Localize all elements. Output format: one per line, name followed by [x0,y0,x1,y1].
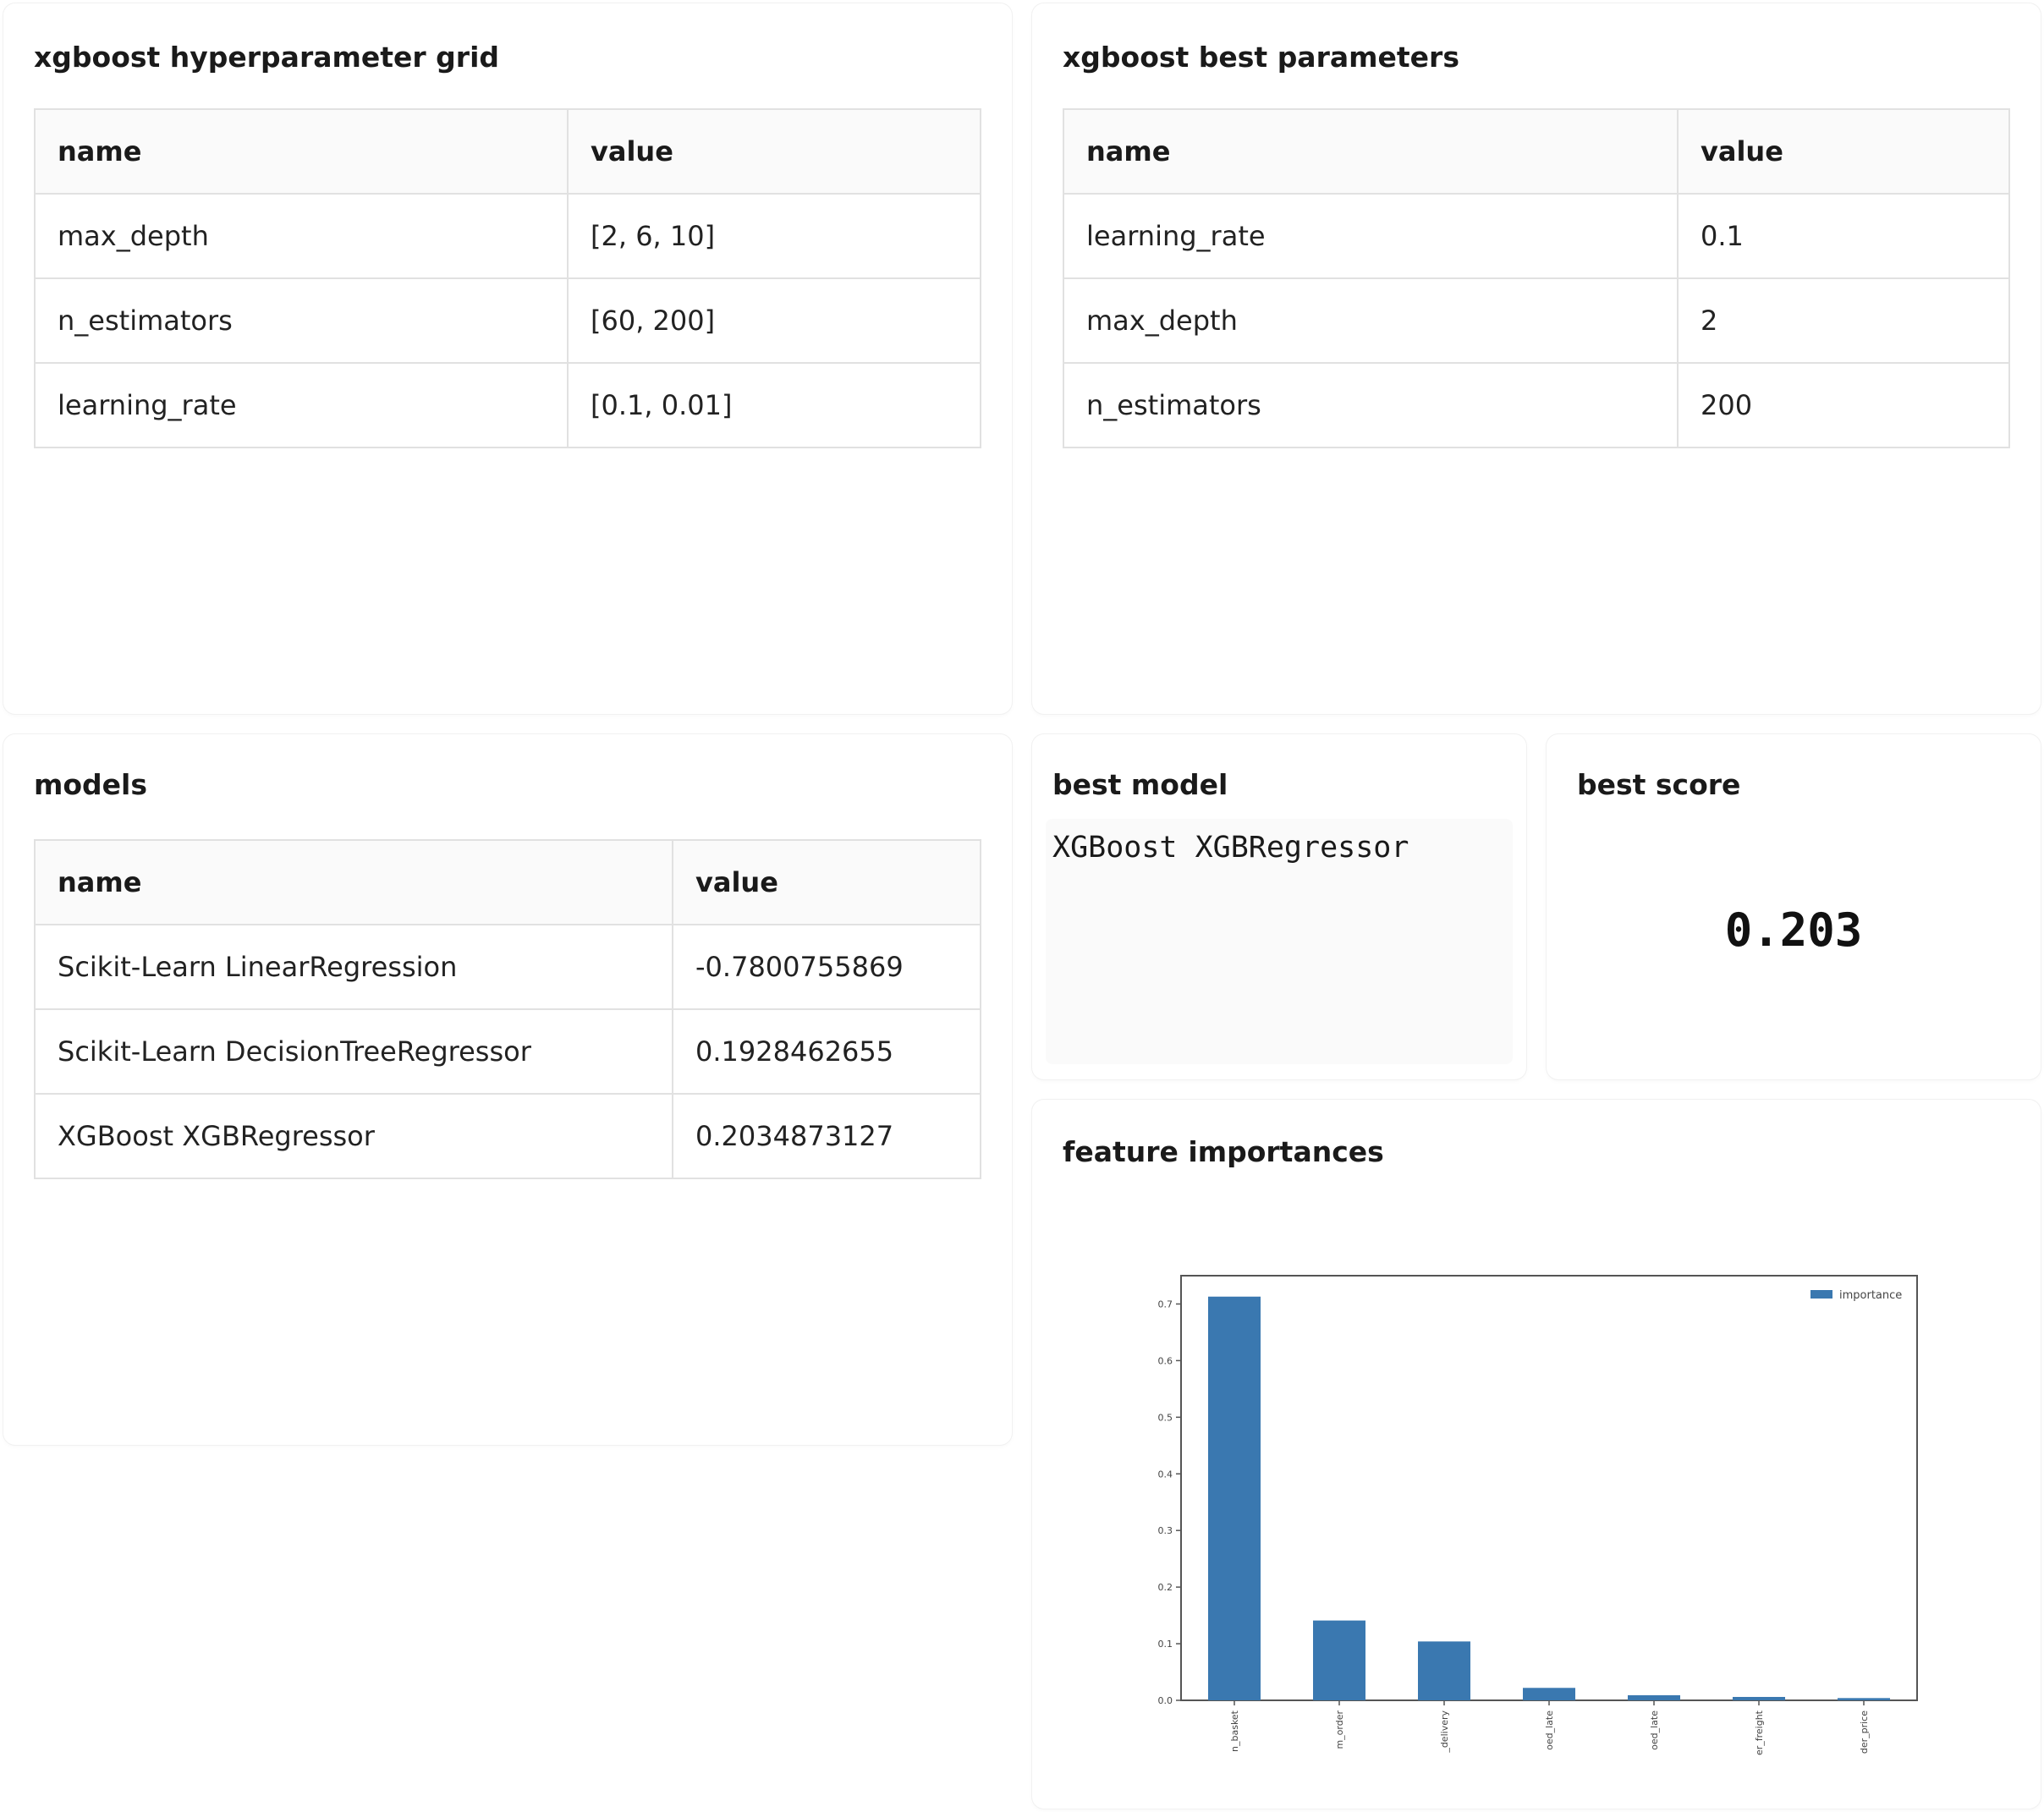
param-value-cell: [60, 200] [567,277,981,364]
table-row: max_depth 2 [1063,277,2010,364]
best-parameters-card: xgboost best parameters name value learn… [1032,3,2041,714]
table-row: learning_rate 0.1 [1063,193,2010,279]
y-axis: 0.0 0.1 0.2 0.3 0.4 0.5 0.6 0.7 [1158,1299,1181,1706]
param-value-cell: 0.1 [1677,193,2010,279]
models-table: name value Scikit-Learn LinearRegression… [34,839,981,1179]
table-row: Scikit-Learn DecisionTreeRegressor 0.192… [34,1008,981,1095]
bar-der_price [1838,1698,1890,1700]
plot-area-frame [1180,1275,1918,1701]
model-score-cell: -0.7800755869 [672,924,981,1010]
bar-n_basket [1208,1296,1261,1700]
table-row: n_estimators 200 [1063,362,2010,448]
models-card: models name value Scikit-Learn LinearReg… [3,734,1012,1445]
table-row: learning_rate [0.1, 0.01] [34,362,981,448]
x-tick-label: oed_late [1649,1710,1660,1750]
y-tick-label: 0.0 [1158,1695,1173,1706]
models-title: models [34,768,148,801]
param-value-cell: [0.1, 0.01] [567,362,981,448]
table-header-row: name value [34,839,981,925]
param-name-cell: learning_rate [1063,193,1679,279]
model-score-cell: 0.2034873127 [672,1093,981,1179]
table-row: XGBoost XGBRegressor 0.2034873127 [34,1093,981,1179]
bar-_delivery [1418,1641,1470,1700]
param-value-cell: 200 [1677,362,2010,448]
y-tick-label: 0.6 [1158,1355,1173,1366]
param-name-cell: n_estimators [34,277,569,364]
param-name-cell: learning_rate [34,362,569,448]
feature-importance-chart: 0.0 0.1 0.2 0.3 0.4 0.5 0.6 0.7 n_basket m_order… [1158,1275,1918,1755]
hyperparameter-grid-table: name value max_depth [2, 6, 10] n_estima… [34,108,981,448]
model-name-cell: Scikit-Learn LinearRegression [34,924,673,1010]
y-tick-label: 0.1 [1158,1639,1173,1650]
best-model-value: XGBoost XGBRegressor [1052,831,1409,865]
x-tick-label: _delivery [1439,1710,1450,1754]
model-name-cell: Scikit-Learn DecisionTreeRegressor [34,1008,673,1095]
table-row: n_estimators [60, 200] [34,277,981,364]
y-tick-label: 0.2 [1158,1582,1173,1593]
hyperparameter-grid-title: xgboost hyperparameter grid [34,41,500,74]
table-header-row: name value [1063,108,2010,195]
table-row: Scikit-Learn LinearRegression -0.7800755… [34,924,981,1010]
param-value-cell: [2, 6, 10] [567,193,981,279]
param-name-cell: max_depth [34,193,569,279]
best-parameters-title: xgboost best parameters [1063,41,1459,74]
chart-legend: importance [1810,1289,1902,1302]
model-name-cell: XGBoost XGBRegressor [34,1093,673,1179]
x-tick-label: n_basket [1229,1710,1240,1752]
table-row: max_depth [2, 6, 10] [34,193,981,279]
best-model-title: best model [1052,768,1228,801]
table-header-row: name value [34,108,981,195]
bar-group [1208,1296,1890,1700]
bar-oed_late [1628,1694,1680,1700]
param-name-cell: n_estimators [1063,362,1679,448]
x-axis: n_basket m_order _delivery oed_late oed_late… [1229,1700,1870,1755]
x-tick-label: oed_late [1544,1710,1555,1750]
best-score-card: best score 0.203 [1547,734,2041,1079]
x-tick-label: der_price [1859,1710,1870,1754]
legend-label: importance [1839,1289,1902,1302]
column-header-name: name [34,108,569,195]
bar-m_order [1313,1620,1365,1700]
feature-importances-title: feature importances [1063,1135,1384,1168]
y-tick-label: 0.7 [1158,1299,1173,1310]
y-tick-label: 0.3 [1158,1525,1173,1536]
x-tick-label: m_order [1334,1710,1345,1749]
model-score-cell: 0.1928462655 [672,1008,981,1095]
column-header-name: name [34,839,673,925]
column-header-name: name [1063,108,1679,195]
param-name-cell: max_depth [1063,277,1679,364]
column-header-value: value [1677,108,2010,195]
bar-er_freight [1733,1696,1785,1700]
y-tick-label: 0.4 [1158,1469,1173,1480]
bar-oed_late [1523,1688,1575,1700]
best-parameters-table: name value learning_rate 0.1 max_depth 2… [1063,108,2010,448]
best-model-code-box [1046,819,1513,1064]
best-score-value: 0.203 [1724,903,1863,957]
best-score-title: best score [1577,768,1741,801]
hyperparameter-grid-card: xgboost hyperparameter grid name value m… [3,3,1012,714]
legend-swatch [1810,1290,1832,1299]
param-value-cell: 2 [1677,277,2010,364]
y-tick-label: 0.5 [1158,1412,1173,1423]
column-header-value: value [672,839,981,925]
column-header-value: value [567,108,981,195]
best-model-card: best model XGBoost XGBRegressor [1032,734,1526,1079]
x-tick-label: er_freight [1754,1710,1765,1755]
